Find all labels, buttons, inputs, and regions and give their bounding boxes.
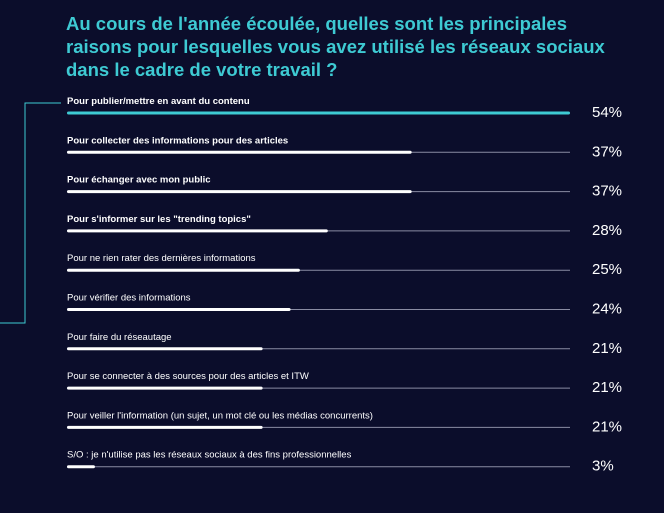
category-label: Pour se connecter à des sources pour des… bbox=[67, 371, 309, 382]
category-label: Pour faire du réseautage bbox=[67, 332, 172, 343]
category-label: S/O : je n'utilise pas les réseaux socia… bbox=[67, 450, 352, 461]
value-label: 24% bbox=[592, 301, 622, 318]
category-label: Pour ne rien rater des dernières informa… bbox=[67, 253, 256, 264]
highlight-bracket bbox=[0, 102, 61, 324]
value-label: 3% bbox=[592, 458, 614, 475]
bar bbox=[67, 268, 300, 272]
category-label: Pour échanger avec mon public bbox=[67, 175, 211, 186]
category-label: Pour veiller l'information (un sujet, un… bbox=[67, 410, 373, 421]
value-label: 21% bbox=[592, 379, 622, 396]
value-label: 28% bbox=[592, 222, 622, 239]
bar bbox=[67, 111, 570, 115]
value-label: 37% bbox=[592, 183, 622, 200]
value-label: 21% bbox=[592, 418, 622, 435]
value-label: 37% bbox=[592, 143, 622, 160]
bar bbox=[67, 150, 412, 154]
bar bbox=[67, 347, 263, 351]
chart-title: Au cours de l'année écoulée, quelles son… bbox=[66, 13, 605, 80]
bar bbox=[67, 190, 412, 194]
bar bbox=[67, 386, 263, 390]
category-label: Pour vérifier des informations bbox=[67, 293, 191, 304]
bar bbox=[67, 229, 328, 233]
category-label: Pour publier/mettre en avant du contenu bbox=[67, 96, 250, 107]
bar bbox=[67, 308, 291, 311]
category-label: Pour s'informer sur les "trending topics… bbox=[67, 214, 251, 225]
value-label: 54% bbox=[592, 104, 622, 121]
value-label: 21% bbox=[592, 340, 622, 357]
bar bbox=[67, 425, 263, 429]
value-label: 25% bbox=[592, 261, 622, 278]
category-label: Pour collecter des informations pour des… bbox=[67, 135, 288, 146]
bar bbox=[67, 465, 95, 469]
